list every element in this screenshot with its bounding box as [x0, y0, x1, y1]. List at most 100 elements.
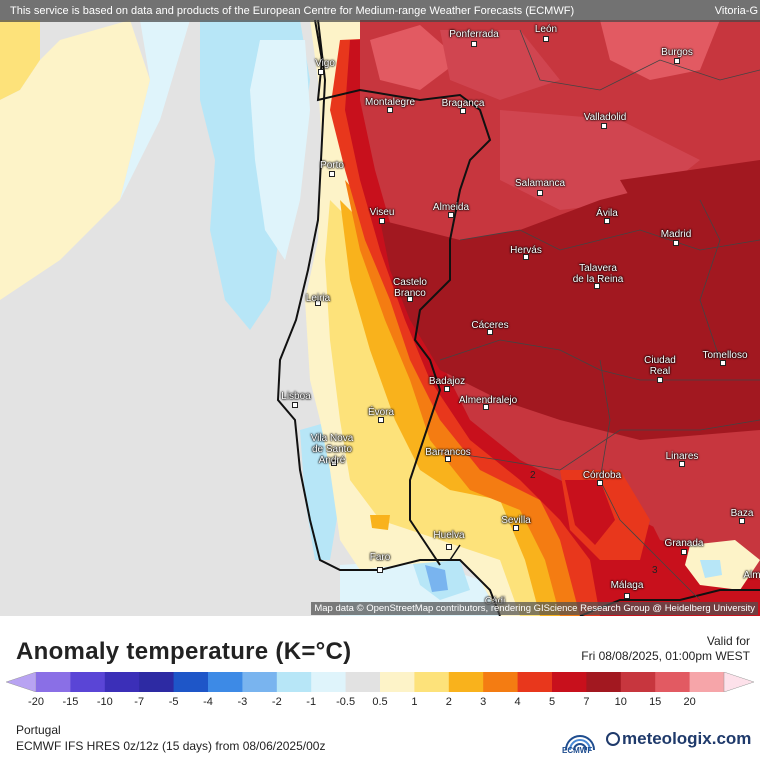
city-dot [657, 377, 663, 383]
weather-map[interactable]: This service is based on data and produc… [0, 0, 760, 616]
city-dot [318, 69, 324, 75]
scale-swatch [36, 672, 71, 692]
city-huelva[interactable]: Huelva [433, 530, 465, 541]
scale-swatch [620, 672, 656, 692]
meteologix-logo-icon [606, 732, 620, 746]
city-dot [292, 402, 298, 408]
scale-swatch [448, 672, 484, 692]
city-barrancos[interactable]: Barrancos [425, 447, 471, 458]
scale-swatch [655, 672, 691, 692]
city-faro[interactable]: Faro [369, 552, 391, 563]
city-hervas[interactable]: Hervás [510, 245, 542, 256]
scale-tick-label: -3 [237, 696, 248, 708]
scale-swatch [70, 672, 106, 692]
scale-swatch [414, 672, 450, 692]
city-cadiz-partial[interactable]: Cádi [485, 596, 506, 607]
city-dot [523, 254, 529, 260]
city-tomelloso[interactable]: Tomelloso [702, 350, 748, 361]
city-cordoba[interactable]: Córdoba [582, 470, 622, 481]
scale-tick-label: -2 [271, 696, 282, 708]
city-granada[interactable]: Granada [664, 538, 704, 549]
city-castelo-branco[interactable]: Castelo Branco [393, 277, 427, 299]
ecmwf-notice-banner: This service is based on data and produc… [0, 0, 760, 22]
city-dot [483, 404, 489, 410]
city-linares[interactable]: Linares [665, 451, 699, 462]
city-dot [513, 525, 519, 531]
city-malaga[interactable]: Málaga [610, 580, 644, 591]
scale-swatch [104, 672, 140, 692]
scale-swatch [586, 672, 622, 692]
city-baza[interactable]: Baza [730, 508, 754, 519]
scale-tick-label: -20 [28, 696, 44, 708]
city-sevilla[interactable]: Sevilla [501, 515, 531, 526]
city-almeida[interactable]: Almeida [432, 202, 470, 213]
anomaly-field [0, 19, 760, 616]
city-almendralejo[interactable]: Almendralejo [458, 395, 518, 406]
scale-tick-label: -4 [203, 696, 213, 708]
city-vila-nova[interactable]: Vila Nova de Santo André [310, 433, 354, 466]
scale-swatch [311, 672, 347, 692]
city-valladolid[interactable]: Valladolid [583, 112, 627, 123]
city-dot [315, 300, 321, 306]
scale-tick-label: 5 [548, 696, 556, 708]
scale-swatch [517, 672, 553, 692]
city-burgos[interactable]: Burgos [661, 47, 693, 58]
city-porto[interactable]: Porto [320, 160, 344, 171]
city-dot [674, 58, 680, 64]
scale-swatch [483, 672, 519, 692]
color-scale-ticks: -20 -15 -10 -7 -5 -4 -3 -2 -1 -0.5 0.5 1 2 3 4 5 7 10 15 20 [0, 696, 760, 710]
isoline-label: 2 [530, 470, 536, 481]
city-leiria[interactable]: Leiria [305, 293, 331, 304]
scale-tick-label: 20 [683, 696, 696, 708]
city-lisboa[interactable]: Lisboa [281, 391, 311, 402]
city-dot [673, 240, 679, 246]
city-leon[interactable]: León [534, 24, 558, 35]
city-dot [378, 417, 384, 423]
meteologix-brand[interactable]: meteologix.com [606, 729, 751, 749]
scale-max-arrow [723, 672, 754, 692]
city-madrid[interactable]: Madrid [660, 229, 692, 240]
city-caceres[interactable]: Cáceres [471, 320, 509, 331]
isoline-label: 3 [652, 565, 658, 576]
scale-tick-label: -1 [306, 696, 317, 708]
scale-swatch [689, 672, 725, 692]
city-evora[interactable]: Évora [367, 407, 395, 418]
scale-swatch [242, 672, 278, 692]
city-ciudad-real[interactable]: Ciudad Real [644, 355, 676, 377]
city-dot [446, 544, 452, 550]
city-salamanca[interactable]: Salamanca [514, 178, 566, 189]
city-viseu[interactable]: Viseu [369, 207, 395, 218]
city-dot [444, 386, 450, 392]
scale-tick-label: 2 [445, 696, 452, 708]
city-dot [597, 480, 603, 486]
city-vigo[interactable]: Vigo [315, 58, 335, 69]
ecmwf-logo-icon[interactable] [560, 726, 600, 756]
city-dot [601, 123, 607, 129]
city-dot [720, 360, 726, 366]
city-dot [739, 518, 745, 524]
map-attribution: Map data © OpenStreetMap contributors, r… [311, 602, 758, 615]
city-talavera[interactable]: Talavera de la Reina [572, 263, 624, 285]
city-dot [537, 190, 543, 196]
scale-tick-label: -7 [134, 696, 145, 708]
scale-swatch [380, 672, 415, 692]
scale-tick-label: -10 [96, 696, 113, 708]
city-ponferrada[interactable]: Ponferrada [449, 29, 499, 40]
notice-text: This service is based on data and produc… [10, 5, 575, 17]
model-info: ECMWF IFS HRES 0z/12z (15 days) from 08/… [16, 739, 326, 753]
city-braganca[interactable]: Bragança [441, 98, 485, 109]
city-badajoz[interactable]: Badajoz [428, 376, 466, 387]
scale-swatch [208, 672, 243, 692]
ecmwf-logo-text: ECMWF [562, 746, 593, 755]
city-montalegre[interactable]: Montalegre [364, 97, 416, 108]
valid-date: Fri 08/08/2025, 01:00pm WEST [581, 649, 750, 663]
city-dot [471, 41, 477, 47]
city-dot [487, 329, 493, 335]
legend-title: Anomaly temperature (K=°C) [16, 638, 352, 665]
city-avila[interactable]: Ávila [596, 208, 618, 219]
scale-tick-label: 7 [583, 696, 590, 708]
city-almeria-partial[interactable]: Alm [743, 570, 760, 581]
city-dot [329, 171, 335, 177]
city-dot [594, 283, 600, 289]
region-label: Portugal [16, 723, 61, 737]
